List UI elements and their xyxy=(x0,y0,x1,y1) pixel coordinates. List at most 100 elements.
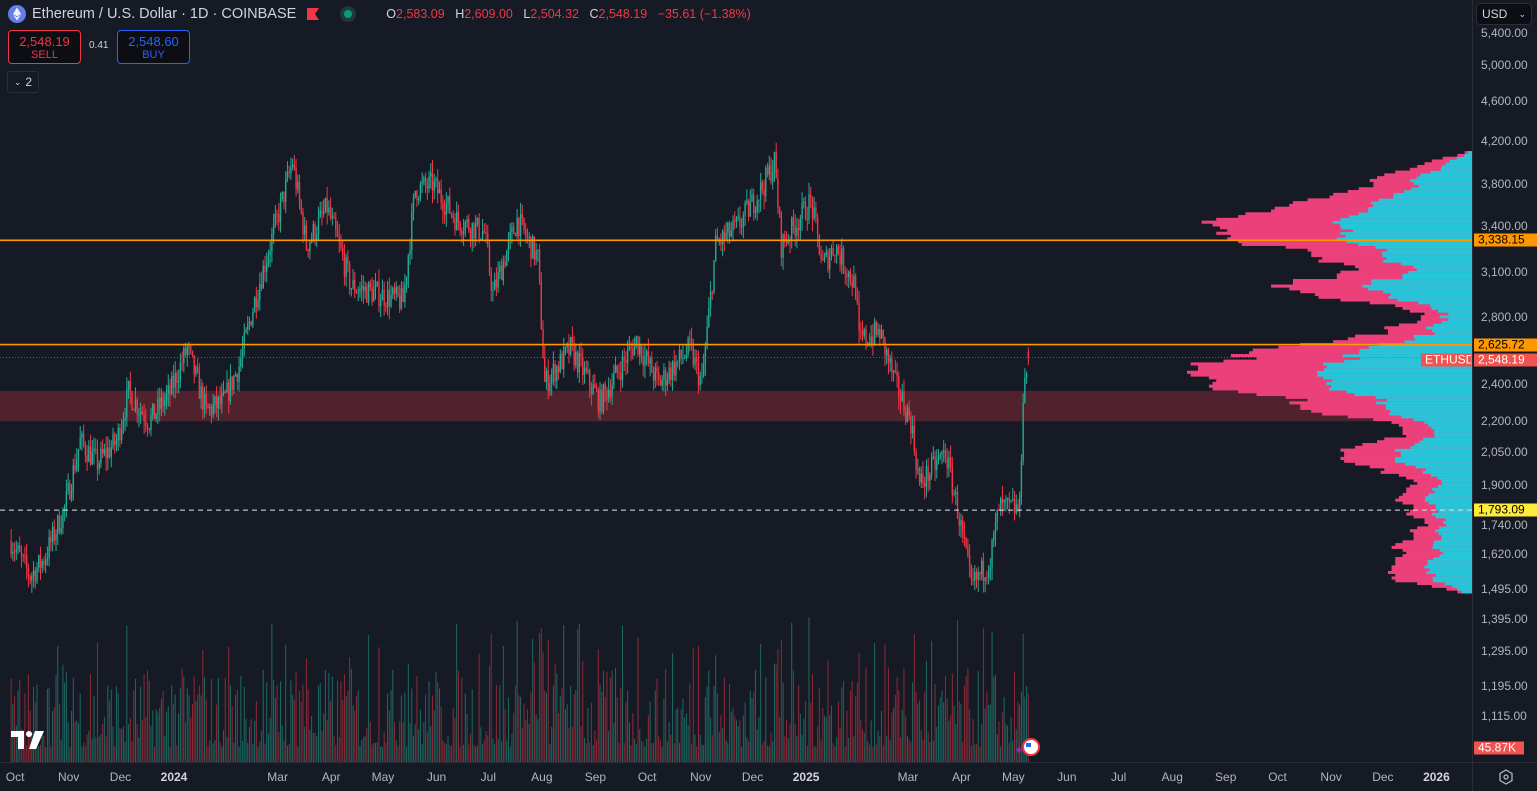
candle-body xyxy=(568,343,570,355)
candle-body xyxy=(746,200,748,204)
candle-body xyxy=(343,255,346,277)
volume-bar xyxy=(849,690,851,762)
candle-body xyxy=(873,322,876,344)
market-status-icon[interactable] xyxy=(340,6,357,22)
time-tick-label: May xyxy=(371,770,395,784)
volume-profile-bar-up xyxy=(1317,373,1472,377)
symbol-title[interactable]: Ethereum / U.S. Dollar · 1D · COINBASE xyxy=(32,6,297,22)
candle-body xyxy=(319,210,321,217)
candle-body xyxy=(108,447,111,458)
volume-bar xyxy=(278,731,280,762)
price-chart[interactable] xyxy=(0,0,1472,762)
symbol-price-tag: ETHUSD xyxy=(1421,353,1471,367)
volume-bar xyxy=(152,710,154,762)
volume-bar xyxy=(951,673,953,762)
candle-body xyxy=(58,515,61,533)
currency-select[interactable]: USD ⌄ xyxy=(1476,3,1532,25)
volume-bar xyxy=(848,737,850,762)
sell-button[interactable]: 2,548.19 SELL xyxy=(8,30,81,64)
volume-bar xyxy=(369,721,371,762)
candle-body xyxy=(300,200,302,213)
volume-bar xyxy=(273,680,275,762)
candle-body xyxy=(756,200,758,212)
volume-bar xyxy=(780,640,782,762)
candle-body xyxy=(854,275,857,297)
candle-body xyxy=(374,284,377,290)
volume-bar xyxy=(939,697,941,762)
volume-bar xyxy=(471,689,473,762)
volume-profile-bar-up xyxy=(1433,543,1472,547)
chart-settings-button[interactable] xyxy=(1472,762,1537,791)
candle-body xyxy=(770,165,772,182)
volume-bar xyxy=(172,703,174,762)
candle-body xyxy=(231,376,233,390)
volume-profile-bar-up xyxy=(1378,198,1472,202)
volume-bar xyxy=(877,730,879,762)
volume-bar xyxy=(931,640,933,762)
volume-bar xyxy=(492,738,494,762)
candle-body xyxy=(207,404,209,409)
indicators-collapse-button[interactable]: ⌄ 2 xyxy=(7,71,39,93)
volume-bar xyxy=(666,741,668,762)
candle-body xyxy=(708,307,710,327)
candle-body xyxy=(172,376,175,389)
volume-bar xyxy=(283,740,285,762)
change-value: −35.61 (−1.38%) xyxy=(657,7,751,21)
volume-bar xyxy=(872,746,874,762)
volume-bar xyxy=(487,735,489,762)
volume-bar xyxy=(376,742,378,762)
volume-bar xyxy=(27,674,29,762)
candle-body xyxy=(323,211,325,214)
volume-profile-bar-up xyxy=(1420,173,1472,177)
candle-body xyxy=(754,211,757,214)
candle-body xyxy=(148,428,150,430)
price-axis[interactable]: 5,400.00 5,000.00 4,600.00 4,200.00 3,800.00… xyxy=(1472,0,1537,762)
volume-bar xyxy=(421,744,423,762)
volume-bar xyxy=(810,702,812,762)
candle-body xyxy=(190,346,192,351)
volume-bar xyxy=(162,690,164,762)
candle-body xyxy=(616,365,618,373)
volume-bar xyxy=(57,646,59,762)
volume-profile-bar-up xyxy=(1434,434,1472,438)
candle-body xyxy=(651,357,653,373)
volume-bar xyxy=(855,696,857,762)
candle-body xyxy=(62,509,64,529)
volume-bar xyxy=(756,729,758,762)
time-axis[interactable]: Oct Nov Dec 2024 Mar Apr May Jun Jul Aug Sep Oct Nov… xyxy=(0,762,1472,791)
volume-profile-bar-down xyxy=(1227,228,1472,233)
time-tick-label: Oct xyxy=(1268,770,1287,784)
buy-button[interactable]: 2,548.60 BUY xyxy=(117,30,190,64)
candle-body xyxy=(67,483,69,492)
volume-bar xyxy=(991,631,993,762)
volume-bar xyxy=(359,745,361,762)
volume-bar xyxy=(659,740,661,762)
candle-body xyxy=(291,164,294,168)
candle-body xyxy=(181,362,183,364)
flag-icon[interactable] xyxy=(306,7,320,21)
candle-body xyxy=(321,210,323,214)
candle-body xyxy=(455,212,458,231)
close-value: 2,548.19 xyxy=(598,7,648,21)
last-price-tag: 2,548.19 xyxy=(1474,353,1537,367)
volume-bar xyxy=(407,663,409,762)
volume-bar xyxy=(779,716,781,762)
candle-body xyxy=(1020,461,1023,497)
candle-body xyxy=(910,416,912,434)
candle-body xyxy=(559,353,562,372)
candle-body xyxy=(974,572,976,581)
candle-body xyxy=(642,358,644,366)
volume-bar xyxy=(901,709,903,762)
volume-bar xyxy=(311,716,313,762)
volume-bar xyxy=(402,722,404,762)
volume-bar xyxy=(485,731,487,762)
candle-body xyxy=(834,254,836,256)
volume-profile-bar-up xyxy=(1349,215,1472,219)
tradingview-logo-icon[interactable] xyxy=(11,731,45,749)
candle-body xyxy=(732,220,734,231)
candle-body xyxy=(202,386,204,410)
volume-profile-bar-up xyxy=(1360,356,1472,360)
candle-body xyxy=(423,177,425,182)
candle-body xyxy=(656,367,658,373)
volume-bar xyxy=(202,649,204,762)
